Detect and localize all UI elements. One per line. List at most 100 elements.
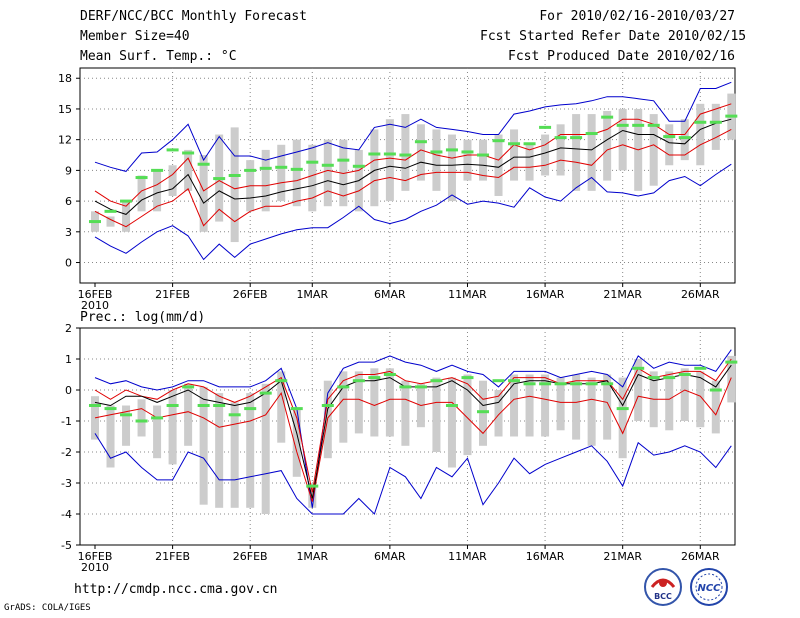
x-tick-label: 21MAR [603,550,642,563]
observed-marker [120,199,133,203]
observed-marker [539,382,552,386]
observed-marker [182,151,195,155]
observed-marker [430,379,443,383]
spread-box [261,383,270,514]
forecast-start-date: Fcst Started Refer Date 2010/02/15 [480,29,747,44]
spread-box [91,396,99,440]
spread-box [603,111,612,181]
observed-marker [508,379,521,383]
observed-marker [213,177,226,181]
observed-marker [275,165,288,169]
x-tick-label: 16FEB [78,550,113,563]
spread-box [230,402,239,508]
observed-marker [461,150,474,154]
spread-box [665,371,674,431]
observed-marker [197,162,210,166]
variable-label: Mean Surf. Temp.: °C [80,49,237,64]
observed-marker [135,419,148,423]
x-tick-label: 11MAR [448,288,487,301]
observed-marker [694,366,707,370]
observed-marker [368,152,381,156]
x-tick-label: 21FEB [155,550,190,563]
y-tick-label: 18 [58,72,72,85]
observed-marker [539,125,552,129]
observed-marker [197,404,210,407]
observed-marker [368,376,381,380]
spread-box [153,405,162,459]
spread-box [479,380,487,446]
bcc-logo-text: BCC [654,592,672,601]
precip-panel-title: Prec.: log(mm/d) [80,310,205,325]
spread-box [727,355,736,403]
min-line [94,433,732,515]
spread-box [665,124,674,166]
spread-box [292,139,301,207]
bcc-logo: BCC [640,567,686,611]
spread-box [199,386,208,505]
observed-marker [151,168,164,172]
x-tick-label: 16MAR [526,288,565,301]
observed-marker [616,407,629,411]
spread-box [184,149,193,191]
x-tick-label: 26FEB [233,550,268,563]
spread-box [463,139,472,181]
spread-box [168,390,177,465]
spread-box [510,374,519,437]
y-tick-label: -2 [61,446,72,459]
precipitation-panel: -5 -4 -3 -2 -1 0 1 2 16FEB 21FEB 26FEB 1MAR 6MAR 11MA… [61,322,738,574]
observed-marker [337,158,350,162]
spread-box [168,165,177,196]
spread-box [339,139,348,207]
observed-marker [213,404,226,407]
observed-marker [414,140,427,144]
spread-box [292,408,301,477]
observed-marker [321,163,334,167]
upper-line [94,358,732,493]
grads-credit: GrADS: COLA/IGES [4,603,91,613]
observed-marker [445,148,458,152]
y-tick-label: -3 [61,477,72,490]
observed-marker [399,385,412,389]
observed-marker [244,168,257,172]
spread-box [696,371,705,428]
spread-box [215,393,224,508]
observed-marker [166,148,179,152]
spread-box [541,134,550,176]
observed-marker [678,373,691,376]
spread-box [385,368,394,437]
observed-marker [104,407,117,411]
ncc-logo-text: NCC [697,583,721,594]
observed-marker [477,410,489,414]
spread-box [603,374,612,440]
spread-box [572,374,581,440]
spread-box [479,139,487,181]
spread-box [106,405,115,468]
spread-box [432,377,441,452]
observed-marker [632,123,645,127]
spread-box [711,103,720,150]
observed-marker [725,360,738,364]
observed-marker [663,135,676,139]
spread-box [401,114,410,191]
spread-box [246,393,255,508]
spread-box [261,149,270,212]
observed-marker [104,209,117,213]
spread-box [587,377,596,446]
min-line [94,163,732,261]
header-left: DERF/NCC/BCC Monthly Forecast Member Siz… [80,8,307,68]
spread-box [572,114,581,191]
spread-box [137,399,146,437]
observed-marker [352,379,365,383]
max-line [94,349,732,508]
spread-box [416,124,425,181]
spread-box [556,124,565,176]
observed-marker [290,407,303,411]
observed-marker [228,413,241,417]
observed-marker [290,167,303,171]
spread-box [525,144,534,181]
mean-line [94,118,732,215]
observed-marker [244,407,257,411]
observed-marker [461,376,474,380]
observed-marker [383,152,396,156]
lower-line [94,128,732,228]
